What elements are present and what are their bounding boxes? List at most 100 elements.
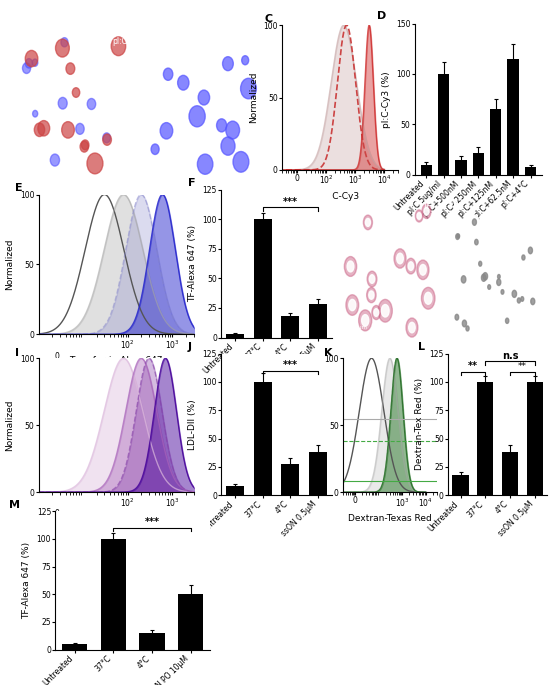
Circle shape <box>367 288 376 303</box>
Bar <box>455 160 467 175</box>
Circle shape <box>50 154 60 166</box>
Circle shape <box>23 63 30 73</box>
Circle shape <box>480 268 491 284</box>
Circle shape <box>33 110 38 117</box>
Y-axis label: TF-Alexa 647 (%): TF-Alexa 647 (%) <box>188 225 197 302</box>
X-axis label: pI:C-Cy3: pI:C-Cy3 <box>321 192 359 201</box>
Circle shape <box>494 275 503 290</box>
Circle shape <box>87 153 103 174</box>
Bar <box>309 304 327 338</box>
Bar <box>254 382 272 495</box>
Text: n.s: n.s <box>502 351 518 361</box>
Circle shape <box>87 99 96 110</box>
Circle shape <box>242 55 249 65</box>
Circle shape <box>346 295 359 315</box>
Text: 20μm: 20μm <box>506 325 521 330</box>
Text: F: F <box>188 178 196 188</box>
Circle shape <box>462 320 467 327</box>
Bar <box>178 595 203 649</box>
Circle shape <box>374 309 379 316</box>
Bar <box>473 153 484 175</box>
Circle shape <box>151 144 159 155</box>
Circle shape <box>178 75 189 90</box>
Circle shape <box>479 261 482 266</box>
Circle shape <box>517 298 520 303</box>
Circle shape <box>483 273 488 280</box>
Circle shape <box>111 37 126 55</box>
Circle shape <box>76 123 84 134</box>
Circle shape <box>482 274 486 282</box>
Circle shape <box>221 137 235 155</box>
Circle shape <box>496 272 502 282</box>
Text: H: H <box>452 202 462 212</box>
X-axis label: Transferrin-Alexa647: Transferrin-Alexa647 <box>69 356 163 365</box>
Circle shape <box>424 208 429 215</box>
Text: G: G <box>347 202 357 212</box>
Bar <box>508 59 519 175</box>
Circle shape <box>526 243 535 258</box>
Text: **: ** <box>468 361 478 371</box>
Circle shape <box>515 295 523 306</box>
Circle shape <box>464 323 471 334</box>
Circle shape <box>422 204 431 219</box>
Text: K: K <box>324 347 332 358</box>
Circle shape <box>488 285 491 289</box>
Circle shape <box>498 275 500 279</box>
Circle shape <box>62 122 74 138</box>
Circle shape <box>359 310 372 331</box>
Circle shape <box>363 215 373 229</box>
Text: 20μm: 20μm <box>156 161 173 166</box>
Circle shape <box>486 282 492 292</box>
Circle shape <box>409 323 415 333</box>
Y-axis label: Normalized: Normalized <box>6 399 14 451</box>
Text: ***: *** <box>144 517 159 527</box>
Text: ***: *** <box>283 360 298 370</box>
Circle shape <box>369 275 375 284</box>
Circle shape <box>406 258 416 274</box>
Circle shape <box>521 297 524 301</box>
Circle shape <box>217 119 227 132</box>
Circle shape <box>470 215 479 229</box>
Circle shape <box>367 271 377 287</box>
Text: J: J <box>188 342 192 352</box>
Circle shape <box>425 292 432 304</box>
Circle shape <box>38 121 50 136</box>
Circle shape <box>197 154 213 174</box>
Circle shape <box>417 212 421 219</box>
Circle shape <box>34 123 45 136</box>
Circle shape <box>528 294 538 309</box>
Circle shape <box>382 305 389 317</box>
X-axis label: Dextran-Texas Red: Dextran-Texas Red <box>348 514 432 523</box>
Circle shape <box>415 210 423 222</box>
Bar <box>101 539 126 649</box>
Circle shape <box>241 78 257 99</box>
Circle shape <box>189 105 205 127</box>
Circle shape <box>369 291 374 299</box>
Circle shape <box>80 141 88 152</box>
Circle shape <box>509 286 519 302</box>
Circle shape <box>408 262 414 271</box>
Bar <box>139 633 165 649</box>
Circle shape <box>347 261 354 272</box>
Circle shape <box>499 287 505 297</box>
Circle shape <box>406 318 418 337</box>
Circle shape <box>397 253 403 264</box>
Bar <box>502 452 518 495</box>
Circle shape <box>81 140 89 150</box>
Circle shape <box>362 314 369 326</box>
Text: ***: *** <box>283 197 298 207</box>
Circle shape <box>474 239 478 245</box>
Y-axis label: Dextran-Tex Red (%): Dextran-Tex Red (%) <box>415 378 424 471</box>
Circle shape <box>455 314 458 320</box>
Circle shape <box>32 59 38 66</box>
Bar <box>281 464 299 495</box>
Circle shape <box>226 121 239 139</box>
Text: 0: 0 <box>54 509 59 519</box>
Circle shape <box>66 63 75 75</box>
Bar <box>254 219 272 338</box>
Circle shape <box>522 255 525 260</box>
Circle shape <box>472 219 477 225</box>
Y-axis label: pI:C-Cy3 (%): pI:C-Cy3 (%) <box>382 71 390 127</box>
Circle shape <box>479 270 489 286</box>
Circle shape <box>455 232 461 241</box>
